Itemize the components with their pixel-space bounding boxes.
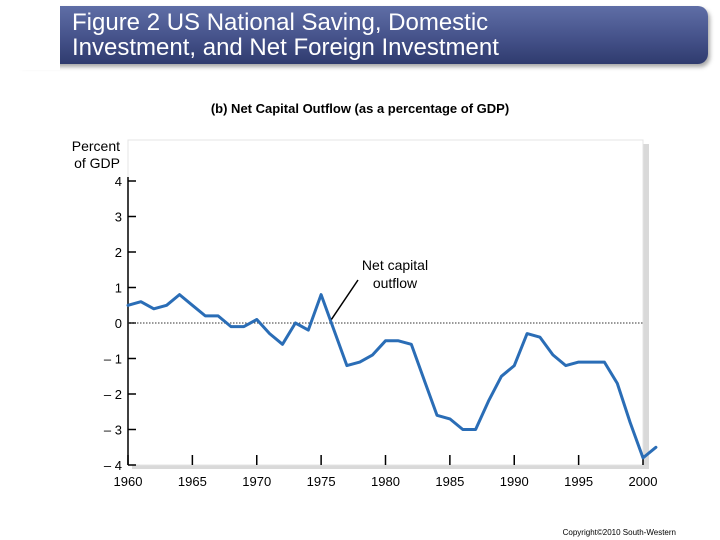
- x-tick-label-3: 1975: [307, 474, 336, 489]
- annotation-pointer: [330, 279, 359, 320]
- y-axis-label-line-2: of GDP: [74, 155, 120, 171]
- y-tick-label-2: 2: [115, 245, 122, 260]
- y-tick-label-8: – 4: [104, 458, 122, 473]
- y-tick-label-6: – 2: [104, 387, 122, 402]
- x-tick-label-4: 1980: [371, 474, 400, 489]
- series-line-0: [126, 293, 658, 460]
- y-axis-label-line-1: Percent: [71, 138, 120, 154]
- x-tick-label-8: 2000: [629, 474, 658, 489]
- title-banner: Figure 2 US National Saving, Domestic In…: [0, 0, 708, 70]
- figure-title-line-1: Figure 2 US National Saving, Domestic: [72, 9, 489, 36]
- x-tick-label-0: 1960: [114, 474, 143, 489]
- x-tick-label-7: 1995: [564, 474, 593, 489]
- annotation-label-line-2: outflow: [373, 275, 418, 291]
- annotation-label-line-1: Net capital: [362, 257, 428, 273]
- chart-title: (b) Net Capital Outflow (as a percentage…: [210, 101, 510, 116]
- x-tick-label-6: 1990: [500, 474, 529, 489]
- y-tick-label-1: 3: [115, 210, 122, 225]
- figure-title-line-2: Investment, and Net Foreign Investment: [72, 34, 499, 61]
- y-axis-label: Percent of GDP: [40, 138, 120, 172]
- y-tick-label-0: 4: [115, 174, 122, 189]
- x-tick-label-2: 1970: [242, 474, 271, 489]
- y-tick-label-3: 1: [115, 281, 122, 296]
- y-tick-label-4: 0: [115, 316, 122, 331]
- x-tick-label-5: 1985: [435, 474, 464, 489]
- y-tick-label-5: – 1: [104, 352, 122, 367]
- plot-area: [127, 139, 644, 466]
- copyright-notice: Copyright©2010 South-Western: [562, 528, 676, 537]
- y-tick-label-7: – 3: [104, 423, 122, 438]
- figure-title: Figure 2 US National Saving, Domestic In…: [72, 10, 499, 60]
- x-tick-label-1: 1965: [178, 474, 207, 489]
